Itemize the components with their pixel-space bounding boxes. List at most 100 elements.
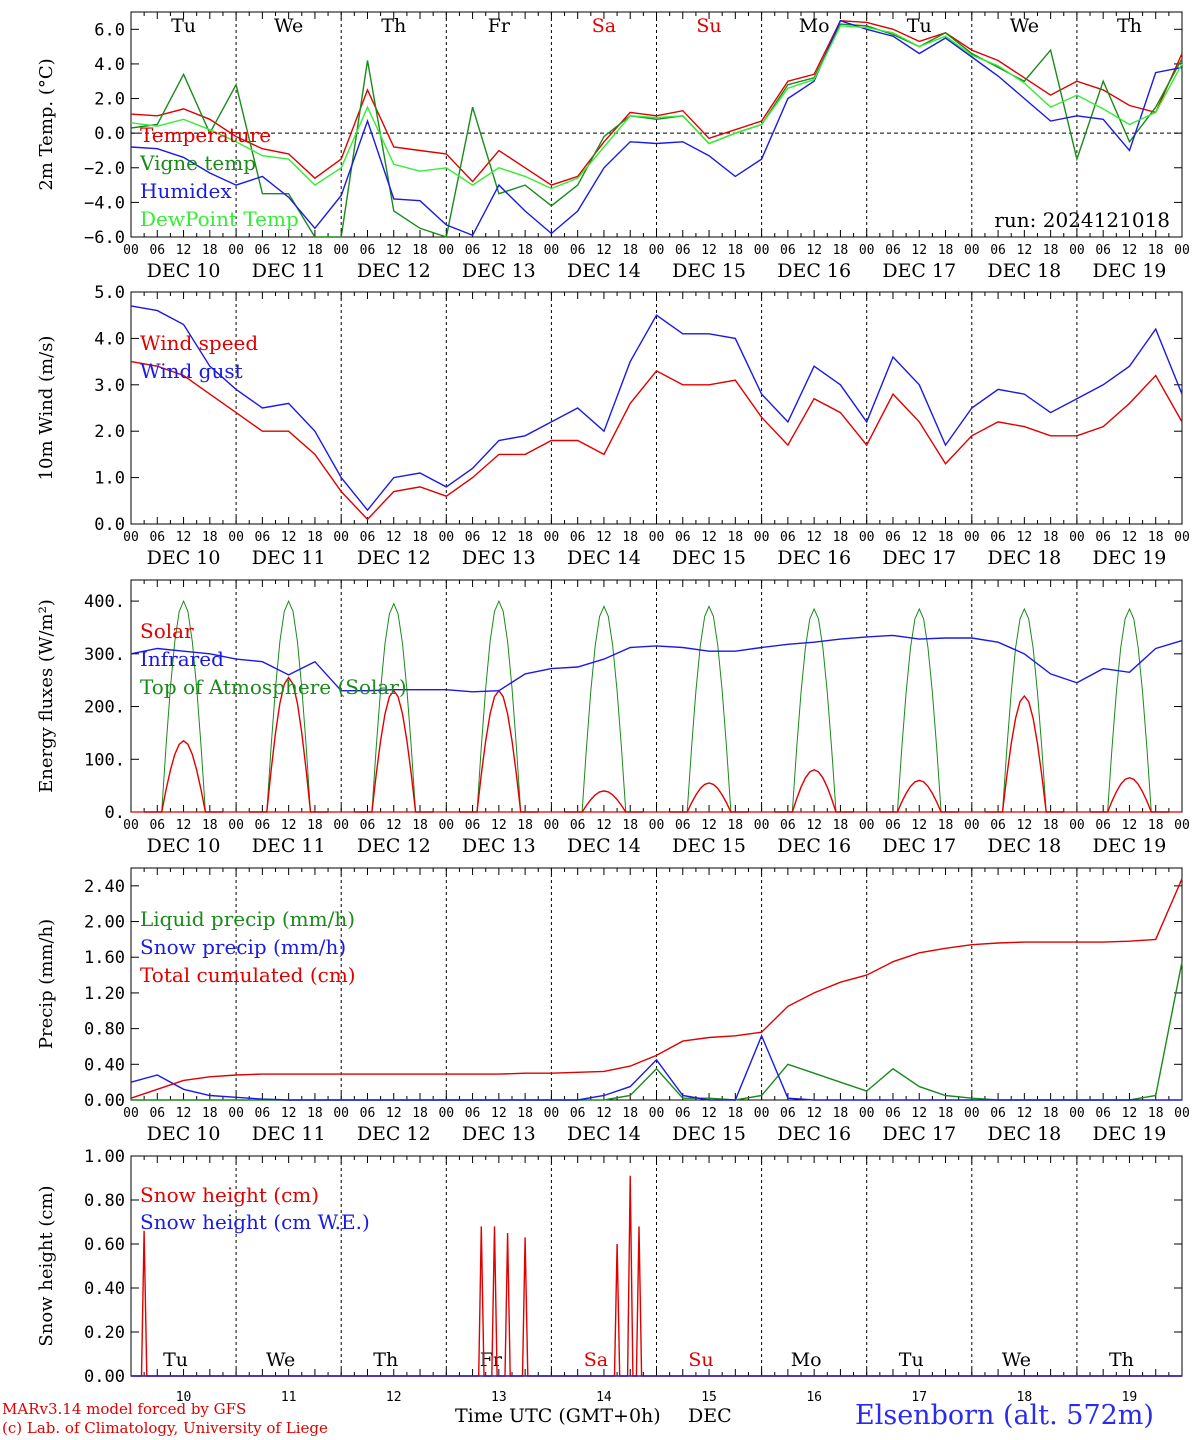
hour-tick-label: 00	[228, 530, 244, 545]
y-tick-label: 6.0	[94, 20, 125, 40]
date-label: DEC 10	[147, 547, 221, 569]
hour-tick-label: 00	[544, 1106, 560, 1121]
hour-tick-label: 06	[255, 530, 271, 545]
hour-tick-label: 00	[964, 1106, 980, 1121]
y-tick-label: 2.00	[84, 913, 125, 933]
weekday-label: We	[266, 1349, 295, 1371]
hour-tick-label: 18	[727, 530, 743, 545]
weekday-label: Su	[696, 15, 721, 37]
weekday-label: Th	[1117, 15, 1142, 37]
solar-line	[879, 779, 959, 813]
solar-line	[144, 739, 223, 813]
y-tick-label: 2.40	[84, 877, 125, 897]
solar-line	[774, 769, 854, 813]
hour-tick-label: 12	[911, 243, 927, 258]
hour-tick-label: 18	[307, 1106, 323, 1121]
legend-entry: Snow height (cm W.E.)	[140, 1210, 370, 1234]
date-label: DEC 13	[462, 835, 536, 857]
hour-tick-label: 12	[281, 243, 297, 258]
hour-tick-label: 06	[990, 243, 1006, 258]
hour-tick-label: 12	[1122, 818, 1138, 833]
hour-tick-label: 18	[1148, 818, 1164, 833]
date-label: DEC 17	[882, 1123, 956, 1145]
y-tick-label: 200.	[84, 698, 125, 718]
hour-tick-label: 18	[622, 818, 638, 833]
hour-tick-label: 00	[544, 818, 560, 833]
y-tick-label: 0.00	[84, 1091, 125, 1111]
hour-tick-label: 06	[360, 243, 376, 258]
hour-tick-label: 12	[911, 530, 927, 545]
hour-tick-label: 00	[123, 530, 139, 545]
hour-tick-label: 18	[622, 530, 638, 545]
legend-entry: Humidex	[140, 179, 232, 203]
hour-tick-label: 18	[833, 818, 849, 833]
date-label: DEC 15	[672, 547, 746, 569]
hour-tick-label: 00	[123, 1106, 139, 1121]
hour-tick-label: 18	[307, 530, 323, 545]
hour-tick-label: 06	[255, 1106, 271, 1121]
hour-tick-label: 18	[1148, 530, 1164, 545]
hour-tick-label: 06	[780, 243, 796, 258]
day-number-label: 12	[386, 1390, 402, 1405]
temp-series-2	[130, 19, 1183, 237]
hour-tick-label: 12	[386, 818, 402, 833]
date-label: DEC 11	[252, 1123, 326, 1145]
hour-tick-label: 18	[517, 818, 533, 833]
hour-tick-label: 00	[1174, 243, 1190, 258]
date-label: DEC 11	[252, 547, 326, 569]
day-number-label: 18	[1017, 1390, 1033, 1405]
solar-line	[669, 782, 749, 813]
legend-entry: Wind gust	[140, 359, 243, 383]
hour-tick-label: 18	[833, 530, 849, 545]
hour-tick-label: 12	[701, 530, 717, 545]
hour-tick-label: 06	[885, 530, 901, 545]
hour-tick-label: 06	[1095, 530, 1111, 545]
hour-tick-label: 12	[386, 530, 402, 545]
weekday-label: Th	[373, 1349, 398, 1371]
hour-tick-label: 00	[123, 818, 139, 833]
hour-tick-label: 06	[885, 818, 901, 833]
solar-line	[984, 694, 1064, 813]
date-label: DEC 16	[777, 260, 851, 282]
hour-tick-label: 06	[465, 1106, 481, 1121]
x-axis-month: DEC	[688, 1405, 732, 1427]
hour-tick-label: 12	[1017, 530, 1033, 545]
hour-tick-label: 00	[859, 1106, 875, 1121]
weekday-label: Su	[688, 1349, 713, 1371]
day-number-label: 17	[911, 1390, 927, 1405]
hour-tick-label: 00	[859, 530, 875, 545]
hour-tick-label: 00	[333, 530, 349, 545]
date-label: DEC 11	[252, 260, 326, 282]
hour-tick-label: 18	[412, 1106, 428, 1121]
weekday-label: Tu	[163, 1349, 188, 1371]
hour-tick-label: 00	[1174, 530, 1190, 545]
hour-tick-label: 18	[833, 243, 849, 258]
date-label: DEC 17	[882, 547, 956, 569]
date-label: DEC 18	[987, 547, 1061, 569]
hour-tick-label: 18	[412, 818, 428, 833]
toa-solar-line	[354, 602, 434, 813]
hour-tick-label: 06	[990, 818, 1006, 833]
legend-entry: Snow height (cm)	[140, 1183, 319, 1207]
day-number-label: 16	[806, 1390, 822, 1405]
hour-tick-label: 00	[1069, 243, 1085, 258]
y-tick-label: 0.0	[94, 124, 125, 144]
hour-tick-label: 00	[754, 243, 770, 258]
y-tick-label: 0.00	[84, 1367, 125, 1387]
y-tick-label: 1.00	[84, 1147, 125, 1167]
hour-tick-label: 06	[570, 1106, 586, 1121]
hour-tick-label: 06	[675, 1106, 691, 1121]
hour-tick-label: 12	[911, 1106, 927, 1121]
legend-entry: DewPoint Temp	[140, 207, 299, 231]
hour-tick-label: 06	[780, 1106, 796, 1121]
hour-tick-label: 06	[885, 243, 901, 258]
hour-tick-label: 06	[1095, 818, 1111, 833]
hour-tick-label: 18	[517, 1106, 533, 1121]
hour-tick-label: 12	[176, 243, 192, 258]
weekday-label: Tu	[171, 15, 196, 37]
hour-tick-label: 00	[1174, 818, 1190, 833]
y-tick-label: 1.60	[84, 948, 125, 968]
hour-tick-label: 18	[202, 818, 218, 833]
toa-solar-line	[774, 607, 854, 813]
